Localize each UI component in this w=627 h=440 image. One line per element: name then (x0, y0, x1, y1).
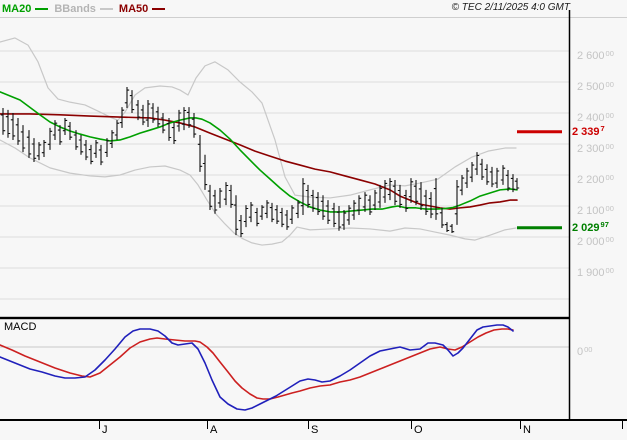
price-tick-label: 1 90000 (577, 265, 614, 280)
copyright-timestamp: © TEC 2/11/2025 4:0 GMT (451, 2, 570, 13)
month-label: S (311, 424, 319, 436)
month-label: A (210, 424, 218, 436)
ma20-label: MA20 (2, 3, 32, 15)
legend-item-ma20: MA20 (2, 3, 49, 15)
macd-line (0, 324, 514, 411)
month-label: N (523, 424, 531, 436)
ma50-label: MA50 (118, 3, 149, 15)
legend-item-bbands: BBands (54, 3, 113, 15)
price-tick-label: 2 30000 (577, 141, 614, 156)
price-tick-label: 2 60000 (577, 48, 614, 63)
bbands-label: BBands (54, 3, 96, 15)
month-label: O (414, 424, 423, 436)
panel-separator (0, 316, 570, 320)
price-tick-label: 2 40000 (577, 110, 614, 125)
price-tick-label: 2 20000 (577, 172, 614, 187)
legend-item-ma50: MA50 (118, 3, 166, 15)
macd-zero-label: 000 (577, 344, 593, 359)
chart-legend: MA20 BBands MA50 (2, 1, 166, 17)
price-tick-label: 2 50000 (577, 79, 614, 94)
macd-signal-line (0, 328, 514, 400)
candlestick-series (0, 87, 520, 237)
ma20-line-swatch (35, 8, 49, 10)
price-tick-label: 2 00000 (577, 234, 614, 249)
bbands-line-swatch (99, 8, 113, 10)
macd-panel-label: MACD (4, 321, 37, 333)
price-tick-label: 2 10000 (577, 203, 614, 218)
resistance-level-label: 2 3397 (572, 124, 605, 138)
support-level-label: 2 02997 (572, 220, 609, 234)
bottom-axis-line (0, 419, 627, 421)
header-divider (0, 17, 627, 18)
bollinger-lower-band-line (0, 139, 517, 246)
ma50-line (0, 113, 518, 210)
month-label: J (102, 424, 108, 436)
bollinger-upper-band-line (0, 37, 517, 199)
ma50-line-swatch (152, 8, 166, 10)
